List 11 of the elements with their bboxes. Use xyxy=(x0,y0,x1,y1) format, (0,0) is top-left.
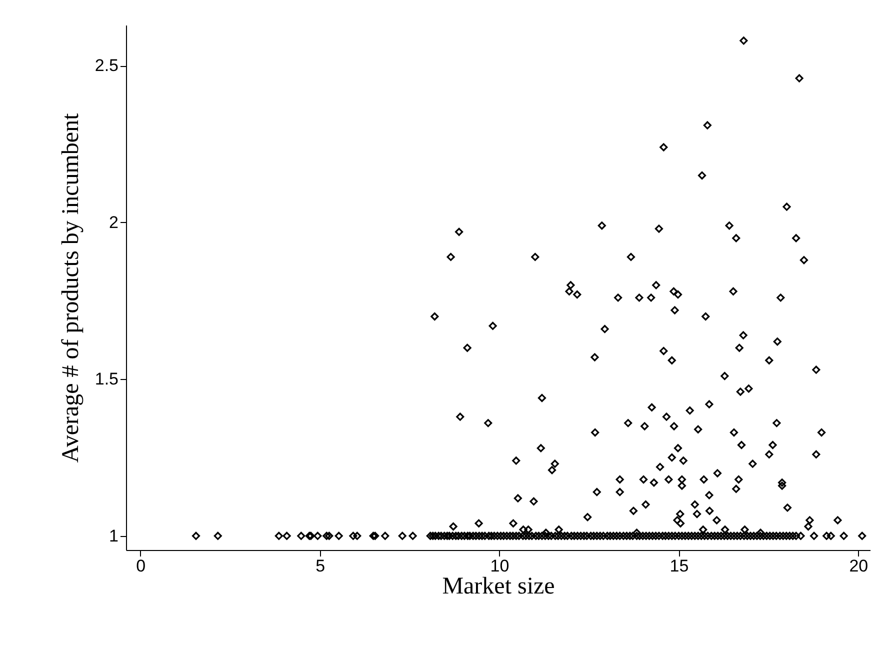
y-tick-label: 2 xyxy=(109,212,118,232)
y-tick-label: 1 xyxy=(109,526,118,546)
y-axis-title: Average # of products by incumbent xyxy=(58,112,84,463)
x-tick-label: 5 xyxy=(316,556,326,576)
y-tick-label: 1.5 xyxy=(94,370,118,389)
x-tick-label: 15 xyxy=(670,556,689,576)
x-tick-label: 10 xyxy=(490,556,510,576)
x-tick-label: 20 xyxy=(849,556,868,576)
x-tick-label: 0 xyxy=(136,556,146,576)
x-axis-title: Market size xyxy=(442,574,555,600)
y-tick-label: 2.5 xyxy=(94,56,118,76)
